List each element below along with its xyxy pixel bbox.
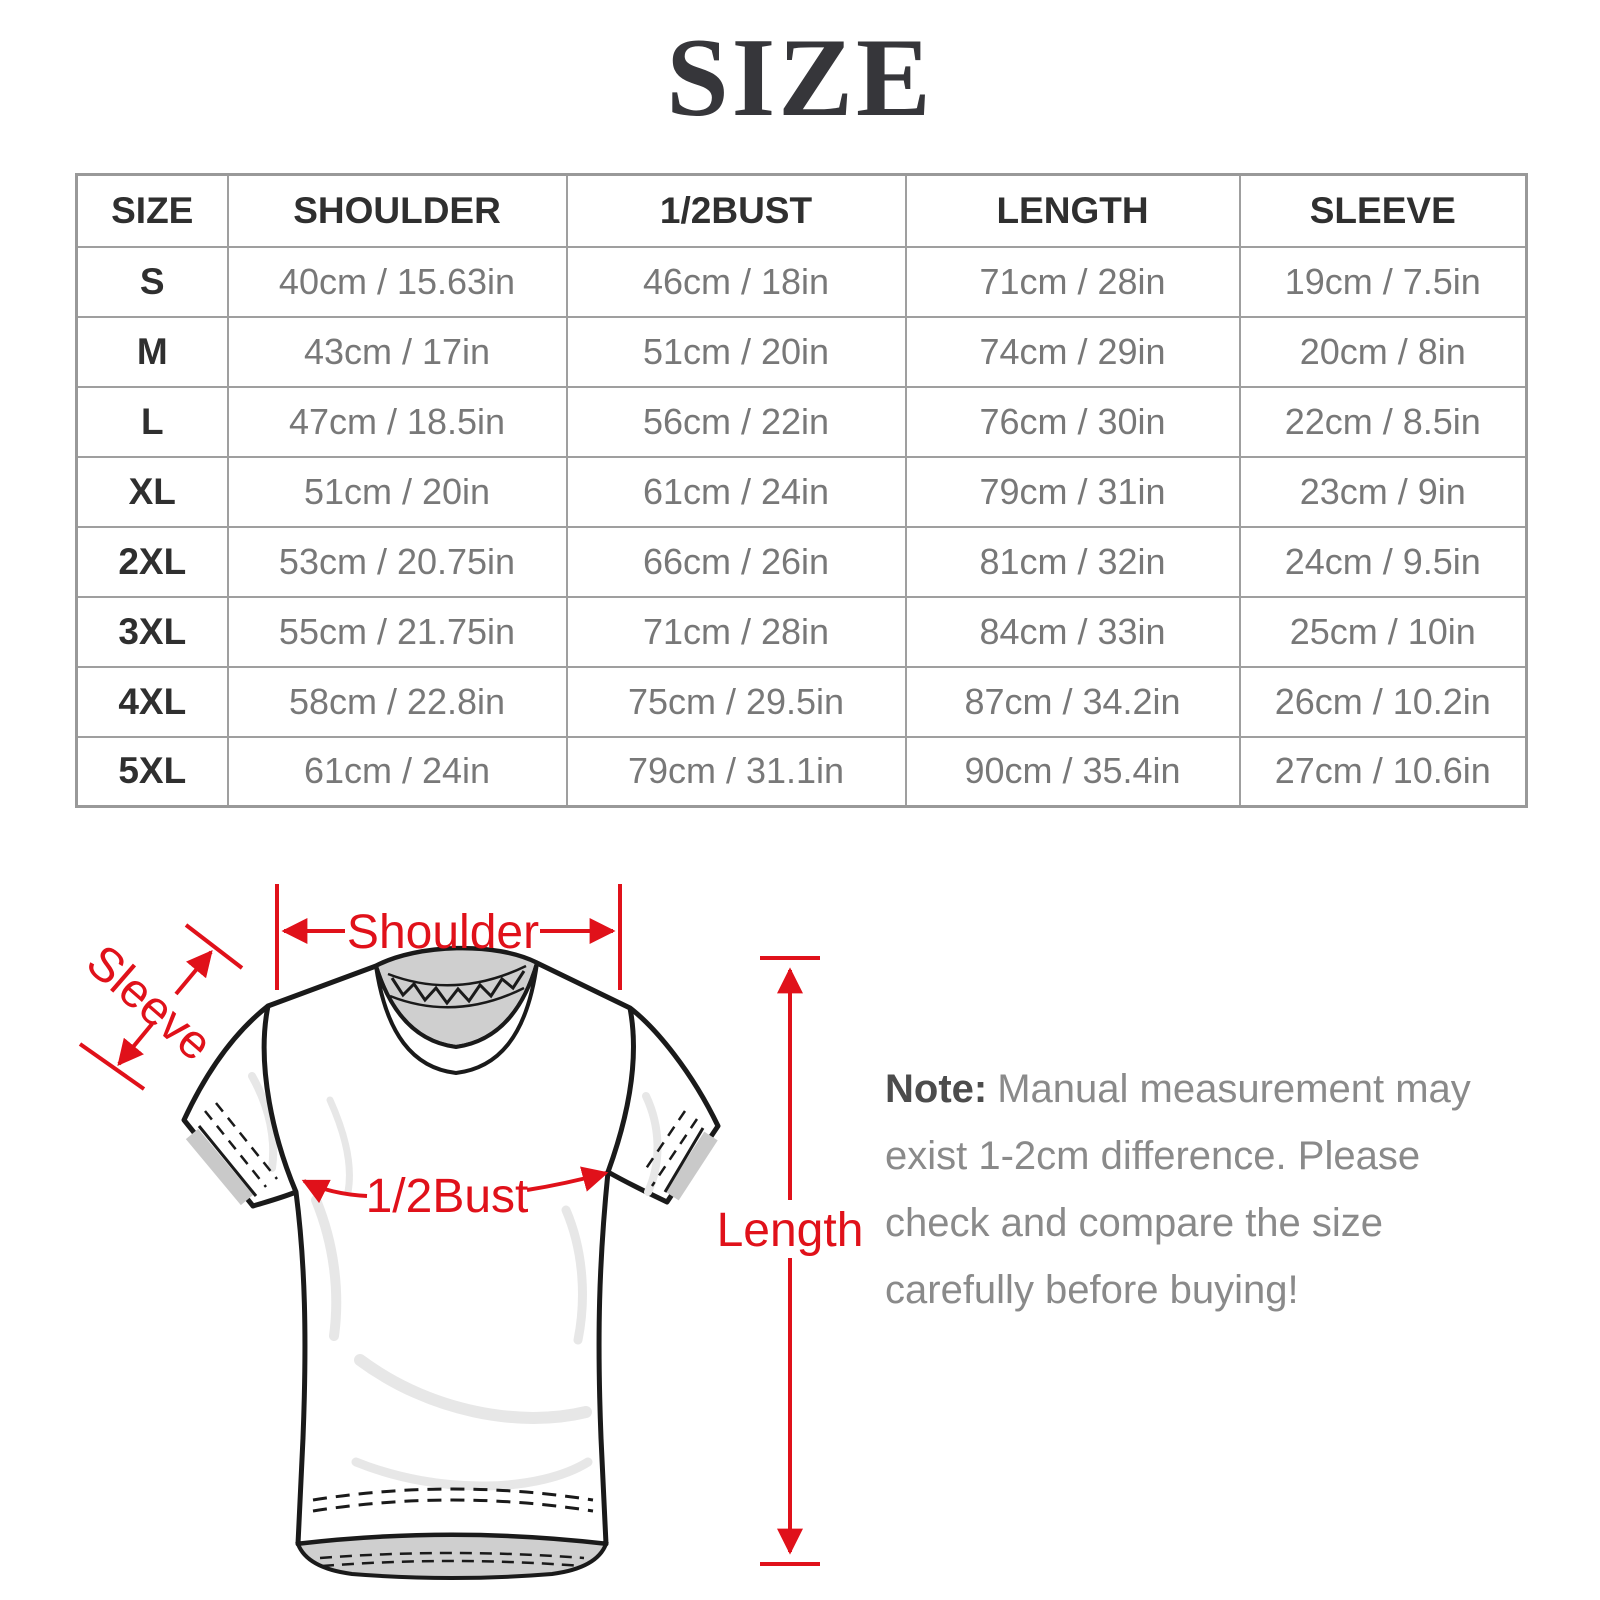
note-line: Manual measurement may (997, 1067, 1471, 1111)
cell-length: 76cm / 30in (904, 385, 1241, 458)
table-header-row: SIZE SHOULDER 1/2BUST LENGTH SLEEVE (75, 173, 1528, 248)
col-header-bust: 1/2BUST (565, 173, 907, 248)
cell-shoulder: 58cm / 22.8in (226, 665, 568, 738)
cell-sleeve: 24cm / 9.5in (1238, 525, 1528, 598)
row-label: 4XL (75, 665, 229, 738)
cell-sleeve: 25cm / 10in (1238, 595, 1528, 668)
cell-bust: 51cm / 20in (565, 315, 907, 388)
table-row: 2XL 53cm / 20.75in 66cm / 26in 81cm / 32… (75, 525, 1528, 598)
cell-length: 79cm / 31in (904, 455, 1241, 528)
cell-length: 90cm / 35.4in (904, 735, 1241, 808)
bust-measure (301, 1166, 609, 1204)
table-row: 4XL 58cm / 22.8in 75cm / 29.5in 87cm / 3… (75, 665, 1528, 738)
cell-bust: 71cm / 28in (565, 595, 907, 668)
table-row: XL 51cm / 20in 61cm / 24in 79cm / 31in 2… (75, 455, 1528, 528)
row-label: 2XL (75, 525, 229, 598)
bust-label: 1/2Bust (366, 1170, 529, 1223)
col-header-shoulder: SHOULDER (226, 173, 568, 248)
cell-shoulder: 61cm / 24in (226, 735, 568, 808)
size-table: SIZE SHOULDER 1/2BUST LENGTH SLEEVE S 40… (75, 173, 1528, 808)
collar-rib-band (374, 962, 539, 1076)
col-header-length: LENGTH (904, 173, 1241, 248)
row-label: S (75, 245, 229, 318)
table-row: 5XL 61cm / 24in 79cm / 31.1in 90cm / 35.… (75, 735, 1528, 808)
cell-length: 81cm / 32in (904, 525, 1241, 598)
left-cuff (185, 1102, 278, 1206)
cell-shoulder: 53cm / 20.75in (226, 525, 568, 598)
cell-sleeve: 22cm / 8.5in (1238, 385, 1528, 458)
cell-shoulder: 43cm / 17in (226, 315, 568, 388)
note-line: exist 1-2cm difference. Please (885, 1134, 1421, 1178)
note-line: carefully before buying! (885, 1268, 1299, 1312)
row-label: L (75, 385, 229, 458)
cell-bust: 61cm / 24in (565, 455, 907, 528)
table-row: M 43cm / 17in 51cm / 20in 74cm / 29in 20… (75, 315, 1528, 388)
note-label: Note: (885, 1067, 988, 1111)
sleeve-measure (78, 923, 244, 1091)
col-header-sleeve: SLEEVE (1238, 173, 1528, 248)
cell-bust: 46cm / 18in (565, 245, 907, 318)
shoulder-label: Shoulder (347, 906, 539, 959)
cell-length: 74cm / 29in (904, 315, 1241, 388)
page-title: SIZE (666, 16, 934, 140)
cell-sleeve: 20cm / 8in (1238, 315, 1528, 388)
cell-length: 84cm / 33in (904, 595, 1241, 668)
col-header-size: SIZE (75, 173, 229, 248)
right-cuff (641, 1110, 718, 1201)
cell-bust: 56cm / 22in (565, 385, 907, 458)
table-row: S 40cm / 15.63in 46cm / 18in 71cm / 28in… (75, 245, 1528, 318)
cell-length: 71cm / 28in (904, 245, 1241, 318)
cell-bust: 79cm / 31.1in (565, 735, 907, 808)
tshirt-drawing (181, 945, 721, 1580)
row-label: XL (75, 455, 229, 528)
cell-bust: 66cm / 26in (565, 525, 907, 598)
cell-bust: 75cm / 29.5in (565, 665, 907, 738)
wrinkle-shading (248, 1072, 662, 1491)
cell-shoulder: 40cm / 15.63in (226, 245, 568, 318)
bottom-hem (295, 1487, 609, 1580)
note-line: check and compare the size (885, 1201, 1384, 1245)
length-measure (760, 956, 820, 1566)
table-row: L 47cm / 18.5in 56cm / 22in 76cm / 30in … (75, 385, 1528, 458)
row-label: 5XL (75, 735, 229, 808)
row-label: 3XL (75, 595, 229, 668)
table-row: 3XL 55cm / 21.75in 71cm / 28in 84cm / 33… (75, 595, 1528, 668)
collar-stitch-zigzag (390, 970, 526, 1006)
cell-sleeve: 26cm / 10.2in (1238, 665, 1528, 738)
measurement-annotations (78, 884, 820, 1566)
cell-sleeve: 19cm / 7.5in (1238, 245, 1528, 318)
sleeve-label: Sleeve (76, 935, 222, 1071)
shoulder-measure (275, 884, 622, 990)
cell-shoulder: 47cm / 18.5in (226, 385, 568, 458)
row-label: M (75, 315, 229, 388)
cell-shoulder: 55cm / 21.75in (226, 595, 568, 668)
length-label: Length (717, 1204, 864, 1257)
cell-shoulder: 51cm / 20in (226, 455, 568, 528)
cell-length: 87cm / 34.2in (904, 665, 1241, 738)
cell-sleeve: 23cm / 9in (1238, 455, 1528, 528)
cell-sleeve: 27cm / 10.6in (1238, 735, 1528, 808)
measurement-note: Note: Manual measurement may exist 1-2cm … (885, 1056, 1510, 1324)
